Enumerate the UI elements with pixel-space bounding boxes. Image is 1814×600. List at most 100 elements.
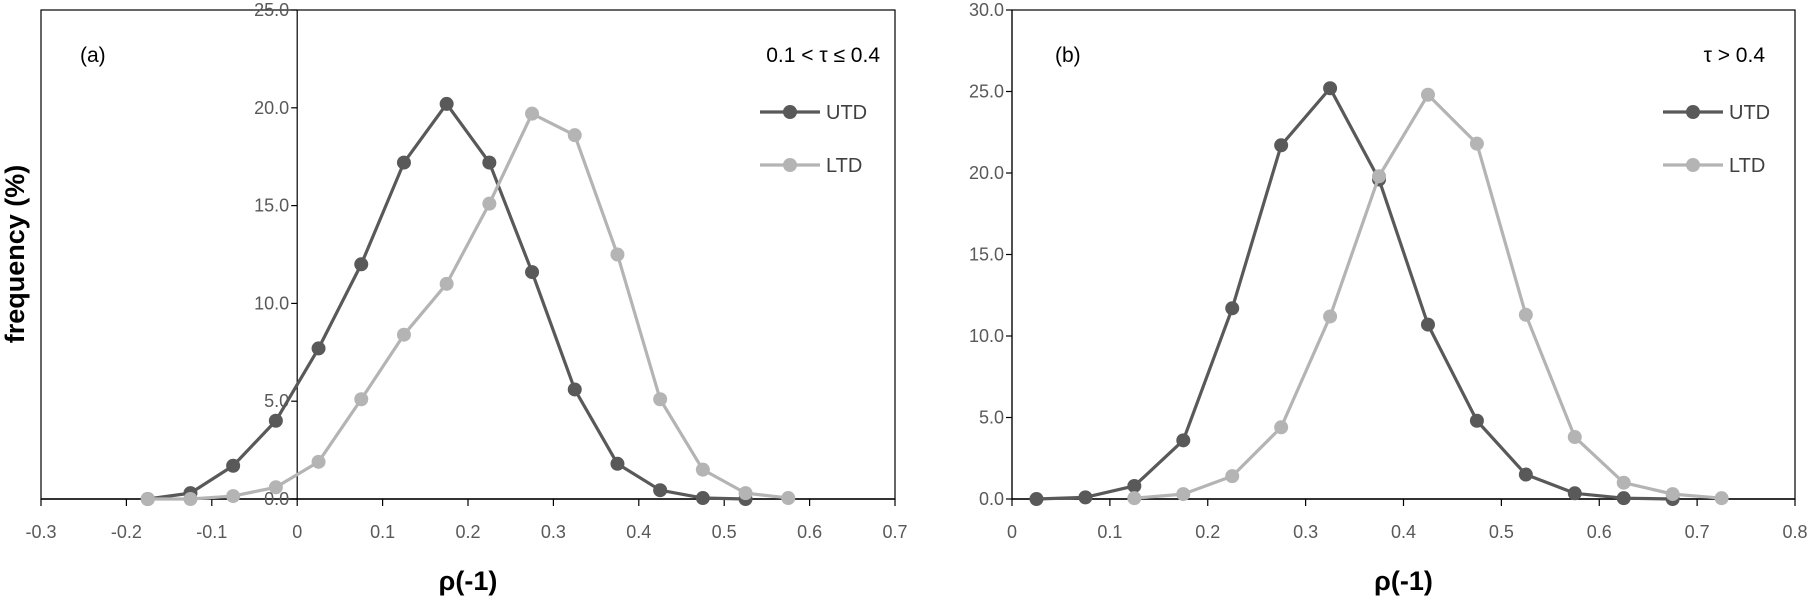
data-point-utd [1616, 491, 1631, 506]
data-point-ltd [140, 492, 155, 506]
y-tick-label: 0.0 [264, 489, 289, 509]
data-point-ltd [268, 480, 283, 495]
y-tick-label: 25.0 [969, 82, 1004, 102]
data-point-utd [1078, 490, 1093, 505]
panel-label: (a) [80, 44, 106, 67]
legend-marker-utd [783, 105, 797, 119]
x-tick-label: 0.8 [1782, 522, 1807, 542]
legend-label-ltd: LTD [1729, 155, 1765, 177]
y-tick-label: 10.0 [254, 293, 289, 313]
data-point-ltd [610, 247, 625, 262]
legend-marker-ltd [1686, 158, 1700, 172]
data-point-utd [354, 257, 369, 272]
data-point-utd [226, 458, 241, 473]
x-tick-label: 0.4 [626, 522, 651, 542]
data-point-utd [396, 155, 411, 170]
x-tick-label: 0 [292, 522, 302, 542]
y-tick-label: 15.0 [969, 245, 1004, 265]
data-point-ltd [1616, 475, 1631, 490]
data-point-utd [1567, 486, 1582, 501]
series-line-utd [1036, 86, 1673, 501]
data-point-utd [311, 341, 326, 356]
x-tick-label: 0.5 [712, 522, 737, 542]
x-axis-title: ρ(-1) [439, 566, 498, 596]
data-point-ltd [1714, 491, 1729, 506]
y-tick-label: 25.0 [254, 0, 289, 20]
data-point-utd [482, 155, 497, 170]
y-tick-label: 15.0 [254, 196, 289, 216]
x-tick-label: 0.6 [797, 522, 822, 542]
series-line-utd [147, 102, 746, 501]
y-tick-label: 10.0 [969, 326, 1004, 346]
legend-marker-ltd [783, 158, 797, 172]
y-tick-label: 20.0 [254, 98, 289, 118]
x-tick-label: 0.2 [455, 522, 480, 542]
data-point-ltd [482, 196, 497, 211]
x-axis-title: ρ(-1) [1374, 566, 1433, 596]
data-point-utd [1127, 478, 1142, 493]
data-point-ltd [183, 492, 198, 506]
data-point-utd [1176, 433, 1191, 448]
data-point-ltd [738, 486, 753, 501]
series-line-ltd [1134, 93, 1722, 500]
y-tick-label: 5.0 [264, 391, 289, 411]
data-point-utd [1029, 492, 1044, 506]
x-tick-label: 0 [1007, 522, 1017, 542]
data-point-ltd [439, 276, 454, 291]
data-point-ltd [781, 491, 796, 506]
series-utd [140, 96, 753, 506]
data-point-ltd [1665, 487, 1680, 502]
condition-annotation: τ > 0.4 [1704, 44, 1766, 67]
data-point-utd [1274, 138, 1289, 153]
x-tick-label: 0.1 [1097, 522, 1122, 542]
data-point-ltd [226, 489, 241, 504]
data-point-ltd [1274, 420, 1289, 435]
data-point-utd [1225, 301, 1240, 316]
chart-panel-a: -0.3 -0.2 -0.1 0 0.1 0.2 0.3 0.4 0.5 0.6 0.7 0.0 5.0… [0, 0, 908, 596]
x-tick-label: 0.1 [370, 522, 395, 542]
condition-annotation: 0.1 < τ ≤ 0.4 [766, 44, 880, 67]
data-point-ltd [525, 106, 540, 121]
x-tick-label: 0.3 [541, 522, 566, 542]
y-tick-label: 5.0 [979, 408, 1004, 428]
x-tick-label: 0.6 [1587, 522, 1612, 542]
y-tick-label: 0.0 [979, 489, 1004, 509]
chart-panel-b: 0 0.1 0.2 0.3 0.4 0.5 0.6 0.7 0.8 0.0 5.0 10.0 15.0 2… [969, 0, 1808, 596]
data-point-ltd [1323, 309, 1338, 324]
data-point-ltd [567, 128, 582, 143]
data-point-ltd [653, 392, 668, 407]
y-tick-label: 30.0 [969, 0, 1004, 20]
data-point-utd [439, 96, 454, 111]
series-line-ltd [147, 112, 789, 501]
data-point-utd [1420, 317, 1435, 332]
data-point-utd [268, 413, 283, 428]
data-point-ltd [1176, 487, 1191, 502]
x-tick-label: 0.4 [1391, 522, 1416, 542]
x-tick-label: -0.3 [25, 522, 56, 542]
data-point-ltd [1469, 136, 1484, 151]
legend-label-utd: UTD [1729, 102, 1770, 124]
data-point-ltd [396, 327, 411, 342]
x-tick-label: 0.3 [1293, 522, 1318, 542]
data-point-ltd [1518, 307, 1533, 322]
x-tick-label: -0.1 [196, 522, 227, 542]
data-point-utd [1323, 81, 1338, 96]
data-point-utd [1518, 467, 1533, 482]
y-axis-title: frequency (%) [0, 165, 30, 344]
data-point-ltd [1127, 491, 1142, 506]
data-point-utd [653, 483, 668, 498]
legend-marker-utd [1686, 105, 1700, 119]
data-point-ltd [1372, 169, 1387, 184]
data-point-ltd [354, 392, 369, 407]
data-point-ltd [311, 454, 326, 469]
legend-label-utd: UTD [826, 102, 867, 124]
panel-label: (b) [1055, 44, 1081, 67]
series-ltd [1127, 87, 1729, 506]
data-point-utd [1469, 413, 1484, 428]
x-tick-label: -0.2 [111, 522, 142, 542]
x-tick-label: 0.2 [1195, 522, 1220, 542]
data-point-ltd [695, 462, 710, 477]
data-point-ltd [1567, 430, 1582, 445]
plot-frame [40, 9, 896, 500]
